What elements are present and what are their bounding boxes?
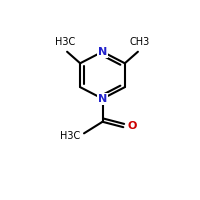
Text: CH3: CH3 bbox=[129, 37, 150, 47]
Text: N: N bbox=[98, 47, 107, 57]
Text: H3C: H3C bbox=[60, 131, 80, 141]
Text: O: O bbox=[128, 121, 137, 131]
Text: N: N bbox=[98, 94, 107, 104]
Text: H3C: H3C bbox=[55, 37, 76, 47]
